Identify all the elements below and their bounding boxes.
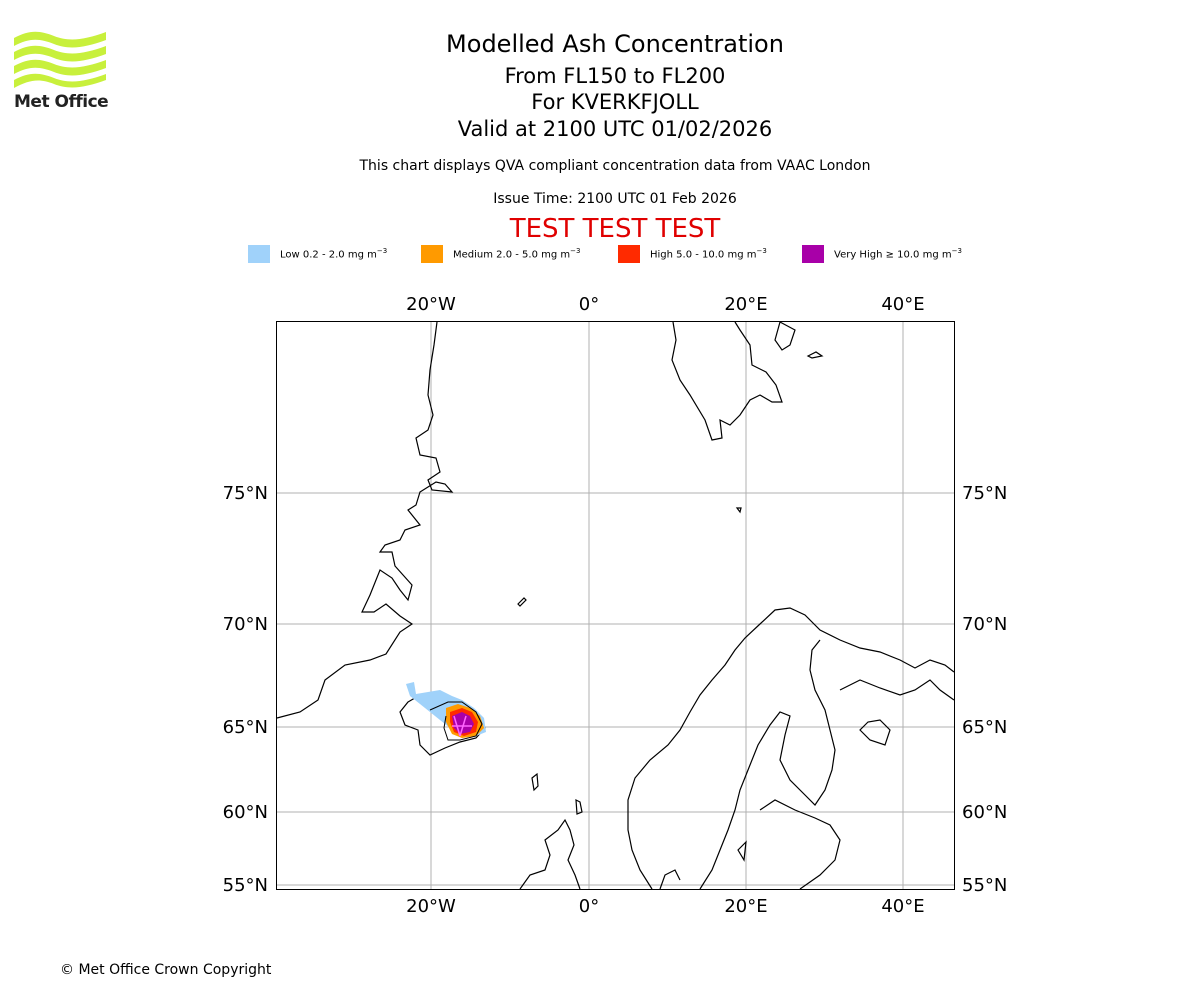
volcano-name: For KVERKFJOLL bbox=[531, 90, 699, 114]
met-office-logo bbox=[14, 31, 106, 88]
top-lon-label: 20°W bbox=[406, 294, 456, 315]
iceland-coast-overlay bbox=[429, 701, 483, 741]
svalbard-coast bbox=[671, 321, 783, 441]
sweden-finland-coast bbox=[699, 639, 836, 890]
jan-mayen-coast bbox=[517, 597, 527, 607]
right-lat-label: 65°N bbox=[962, 717, 1007, 738]
denmark bbox=[659, 869, 681, 890]
norway-coast bbox=[627, 607, 955, 890]
bear-island-coast bbox=[735, 507, 742, 514]
coastlines bbox=[276, 321, 955, 890]
shetland bbox=[575, 798, 583, 815]
top-lon-label: 20°E bbox=[724, 294, 767, 315]
valid-time: Valid at 2100 UTC 01/02/2026 bbox=[457, 117, 773, 141]
greenland-coast bbox=[276, 321, 454, 719]
uk-coast bbox=[519, 818, 581, 890]
legend-swatch-medium bbox=[421, 245, 443, 263]
right-lat-label: 55°N bbox=[962, 875, 1007, 896]
left-lat-label: 55°N bbox=[223, 875, 268, 896]
legend-swatch-high bbox=[618, 245, 640, 263]
legend-item-medium: Medium 2.0 - 5.0 mg m−3 bbox=[421, 244, 580, 264]
compliance-note: This chart displays QVA compliant concen… bbox=[359, 158, 871, 174]
test-banner: TEST TEST TEST bbox=[509, 214, 721, 244]
right-lat-label: 75°N bbox=[962, 483, 1007, 504]
legend-label-low: Low 0.2 - 2.0 mg m bbox=[280, 249, 377, 261]
legend-item-low: Low 0.2 - 2.0 mg m−3 bbox=[248, 244, 387, 264]
right-lat-label: 70°N bbox=[962, 614, 1007, 635]
kola-coast bbox=[839, 679, 955, 701]
left-lat-label: 70°N bbox=[223, 614, 268, 635]
legend-item-very-high: Very High ≥ 10.0 mg m−3 bbox=[802, 244, 962, 264]
gulf-of-finland bbox=[759, 799, 841, 890]
legend-item-high: High 5.0 - 10.0 mg m−3 bbox=[618, 244, 767, 264]
bottom-lon-label: 20°W bbox=[406, 896, 456, 917]
logo-text: Met Office bbox=[14, 92, 109, 112]
faroe-coast bbox=[531, 772, 539, 792]
top-lon-label: 40°E bbox=[881, 294, 924, 315]
left-lat-label: 60°N bbox=[223, 802, 268, 823]
kvitoya bbox=[806, 351, 824, 359]
chart-title: Modelled Ash Concentration bbox=[446, 30, 784, 58]
issue-time: Issue Time: 2100 UTC 01 Feb 2026 bbox=[493, 191, 737, 207]
baltic-islands bbox=[737, 840, 747, 862]
bottom-lon-label: 0° bbox=[579, 896, 599, 917]
map-frame bbox=[276, 321, 955, 890]
volcano-marker bbox=[452, 715, 472, 737]
graticule bbox=[277, 322, 954, 889]
legend-swatch-low bbox=[248, 245, 270, 263]
axis-labels: 20°W 0° 20°E 40°E 20°W 0° 20°E 40°E 75°N… bbox=[223, 294, 1008, 917]
bottom-lon-label: 40°E bbox=[881, 896, 924, 917]
legend-label-very-high: Very High ≥ 10.0 mg m bbox=[834, 249, 952, 261]
legend-label-medium: Medium 2.0 - 5.0 mg m bbox=[453, 249, 571, 261]
legend-swatch-very-high bbox=[802, 245, 824, 263]
legend-label-high: High 5.0 - 10.0 mg m bbox=[650, 249, 757, 261]
bottom-lon-label: 20°E bbox=[724, 896, 767, 917]
svalbard-east bbox=[774, 321, 796, 351]
flight-level-range: From FL150 to FL200 bbox=[504, 64, 726, 88]
white-sea bbox=[859, 719, 891, 746]
right-lat-label: 60°N bbox=[962, 802, 1007, 823]
left-lat-label: 75°N bbox=[223, 483, 268, 504]
left-lat-label: 65°N bbox=[223, 717, 268, 738]
copyright: © Met Office Crown Copyright bbox=[60, 962, 272, 978]
top-lon-label: 0° bbox=[579, 294, 599, 315]
